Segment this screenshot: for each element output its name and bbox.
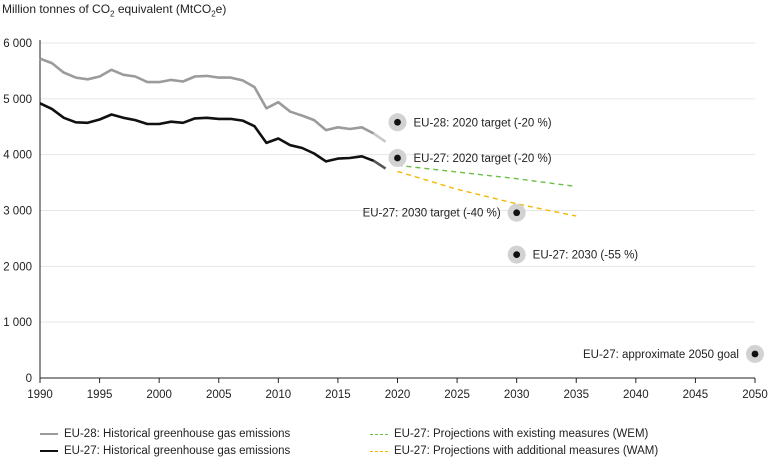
y-tick-label: 1 000 [3,317,32,329]
series-line [39,102,375,163]
y-tick-label: 3 000 [3,206,32,218]
x-tick-label: 2020 [385,389,411,401]
x-tick-label: 2000 [146,389,172,401]
legend-swatch-eu28 [40,433,58,435]
emissions-chart: 0 1 000 2 000 3 000 4 000 5 000 6 000 1990 1995 2… [3,38,768,401]
target-label: EU-27: approximate 2050 goal [583,349,739,361]
series-line [397,170,577,217]
target-label: EU-27: 2030 (-55 %) [533,250,639,262]
y-tick-label: 4 000 [3,150,32,162]
series-line [39,57,375,135]
y-tick-label: 2 000 [3,261,32,273]
series-line [372,132,387,143]
target-label: EU-28: 2020 target (-20 %) [414,117,552,129]
legend-label-eu28: EU-28: Historical greenhouse gas emissio… [64,428,291,440]
x-tick-label: 2015 [325,389,351,401]
series-line [372,159,387,170]
legend-item-eu27-historical: EU-27: Historical greenhouse gas emissio… [40,445,290,457]
target-label: EU-27: 2020 target (-20 %) [414,153,552,165]
legend-item-eu28-historical: EU-28: Historical greenhouse gas emissio… [40,428,290,440]
x-tick-label: 2050 [742,389,768,401]
x-tick-label: 2030 [504,389,530,401]
x-tick-label: 2035 [563,389,589,401]
y-tick-label: 6 000 [3,38,32,50]
target-marker-dot [513,209,521,217]
axes: 0 1 000 2 000 3 000 4 000 5 000 6 000 1990 1995 2… [3,38,768,401]
x-tick-label: 2025 [444,389,470,401]
x-tick-label: 2040 [623,389,649,401]
x-tick-label: 2010 [266,389,292,401]
series-line [397,164,577,188]
legend-swatch-wem [370,433,388,435]
legend: EU-28: Historical greenhouse gas emissio… [0,428,768,461]
target-marker-dot [513,251,521,259]
legend-swatch-wam [370,450,388,452]
series-lines [39,57,577,217]
y-tick-label: 0 [26,373,32,385]
legend-item-wam: EU-27: Projections with additional measu… [370,445,658,457]
target-marker-dot [394,154,401,162]
legend-swatch-eu27 [40,450,58,452]
legend-label-wam: EU-27: Projections with additional measu… [394,445,659,457]
grid [40,42,755,323]
x-tick-label: 2045 [683,389,709,401]
legend-label-eu27: EU-27: Historical greenhouse gas emissio… [64,445,291,457]
legend-item-wem: EU-27: Projections with existing measure… [370,428,648,440]
y-axis-label: Million tonnes of CO2 equivalent (MtCO2e… [2,2,227,19]
target-marker-dot [394,118,401,126]
y-tick-label: 5 000 [3,94,32,106]
target-marker-dot [751,350,759,358]
target-label: EU-27: 2030 target (-40 %) [363,208,501,220]
x-tick-label: 1990 [27,389,53,401]
target-markers: EU-28: 2020 target (-20 %) EU-27: 2020 ta… [363,113,764,363]
x-tick-label: 1995 [87,389,113,401]
legend-label-wem: EU-27: Projections with existing measure… [394,428,649,440]
x-tick-label: 2005 [206,389,232,401]
